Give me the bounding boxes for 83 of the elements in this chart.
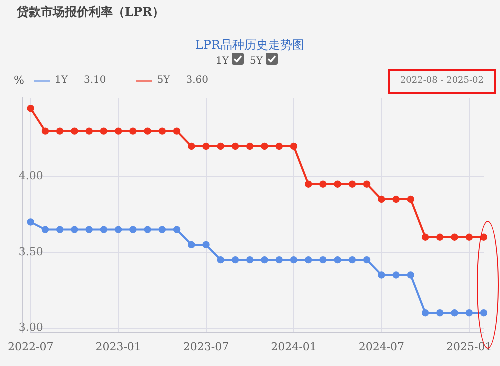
legend-label: 5Y (157, 75, 170, 86)
point (392, 272, 400, 279)
point (363, 180, 371, 188)
point (71, 226, 78, 234)
point (363, 256, 371, 264)
text: 3.10 (84, 75, 106, 86)
point (114, 226, 122, 234)
point (451, 310, 458, 317)
point (334, 180, 342, 188)
y-tick-label: 4.00 (18, 170, 44, 183)
point (436, 234, 444, 241)
point (86, 226, 93, 234)
point (42, 226, 50, 234)
x-tick-label: 2024-07 (358, 340, 405, 354)
point (100, 128, 108, 135)
point (290, 256, 298, 264)
point (27, 218, 34, 226)
point (466, 310, 473, 317)
point (188, 241, 196, 249)
point (100, 226, 108, 234)
point (202, 241, 210, 249)
point (451, 234, 458, 241)
point (173, 128, 181, 135)
point (71, 128, 78, 135)
text: 2022-08 - 2025-02 (400, 76, 484, 86)
point (158, 226, 166, 234)
y-tick-label: 3.50 (18, 245, 44, 258)
point (348, 180, 356, 188)
point (217, 142, 224, 150)
point (348, 256, 356, 264)
point (261, 256, 268, 264)
text: 5Y (250, 56, 263, 67)
point (173, 226, 181, 234)
point (392, 196, 400, 204)
point (378, 196, 386, 204)
point (378, 272, 386, 279)
y-axis-title: % (14, 74, 24, 87)
chart-subtitle: LPR品种历史走势图 (194, 37, 306, 54)
point (246, 256, 254, 264)
point (144, 226, 152, 234)
point (42, 128, 50, 135)
legend-label: 1Y (55, 75, 68, 86)
x-tick-label: 2024-01 (271, 340, 317, 354)
point (232, 142, 240, 150)
point (246, 142, 254, 150)
point (27, 105, 34, 112)
point (188, 142, 196, 150)
point (56, 128, 64, 135)
point (290, 142, 298, 150)
point (144, 128, 152, 135)
point (130, 226, 137, 234)
point (56, 226, 64, 234)
y-tick-label: 3.00 (18, 321, 44, 334)
text: 3.60 (186, 75, 208, 86)
point (466, 234, 473, 241)
point (422, 234, 430, 241)
x-tick-label: 2023-01 (96, 340, 142, 354)
point (276, 142, 283, 150)
point (480, 234, 488, 241)
point (480, 310, 488, 317)
point (436, 310, 444, 317)
point (86, 128, 93, 135)
point (407, 272, 415, 279)
x-tick-label: 2023-07 (183, 340, 230, 354)
point (304, 180, 312, 188)
point (320, 180, 327, 188)
point (158, 128, 166, 135)
point (334, 256, 342, 264)
point (276, 256, 283, 264)
point (407, 196, 415, 204)
point (320, 256, 327, 264)
point (114, 128, 122, 135)
point (130, 128, 137, 135)
x-tick-label: 2022-07 (8, 340, 54, 354)
point (232, 256, 240, 264)
text: 1Y (216, 56, 229, 67)
point (422, 310, 430, 317)
point (261, 142, 268, 150)
point (202, 142, 210, 150)
chart-title: 贷款市场报价利率（LPR） (17, 4, 164, 21)
point (304, 256, 312, 264)
x-tick-label: 2025-01 (446, 340, 492, 354)
point (217, 256, 224, 264)
